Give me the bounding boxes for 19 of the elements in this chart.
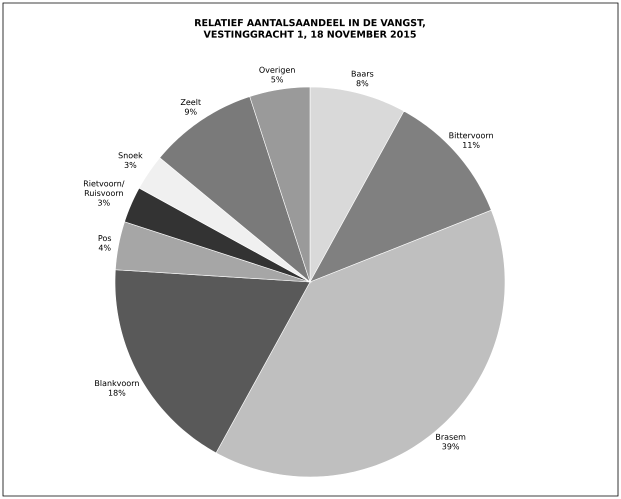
- data-label: 4%: [98, 244, 111, 251]
- data-label: 39%: [442, 443, 460, 450]
- slice-label: Blankvoorn: [95, 380, 139, 386]
- data-label: 3%: [124, 162, 136, 168]
- slice-label: Rietvoorn/ Ruisvoorn: [84, 180, 124, 196]
- slice-label: Snoek: [118, 152, 143, 158]
- slice-label: Bittervoorn: [449, 132, 493, 138]
- slice-label: Brasem: [436, 434, 466, 440]
- data-label: 8%: [356, 80, 368, 86]
- data-label: 5%: [271, 76, 284, 82]
- chart-title: RELATIEF AANTALSAANDEEL IN DE VANGST, VESTINGGRACHT 1, 18 NOVEMBER 2015: [195, 19, 425, 39]
- data-label: 9%: [184, 108, 197, 115]
- slice-label: Baars: [352, 70, 374, 77]
- slice-label: Overigen: [259, 66, 295, 74]
- slice-label: Zeelt: [180, 98, 201, 106]
- slice-label: Pos: [98, 235, 112, 242]
- data-label: 18%: [108, 390, 126, 396]
- data-label: 3%: [98, 200, 110, 206]
- data-label: 11%: [463, 142, 480, 148]
